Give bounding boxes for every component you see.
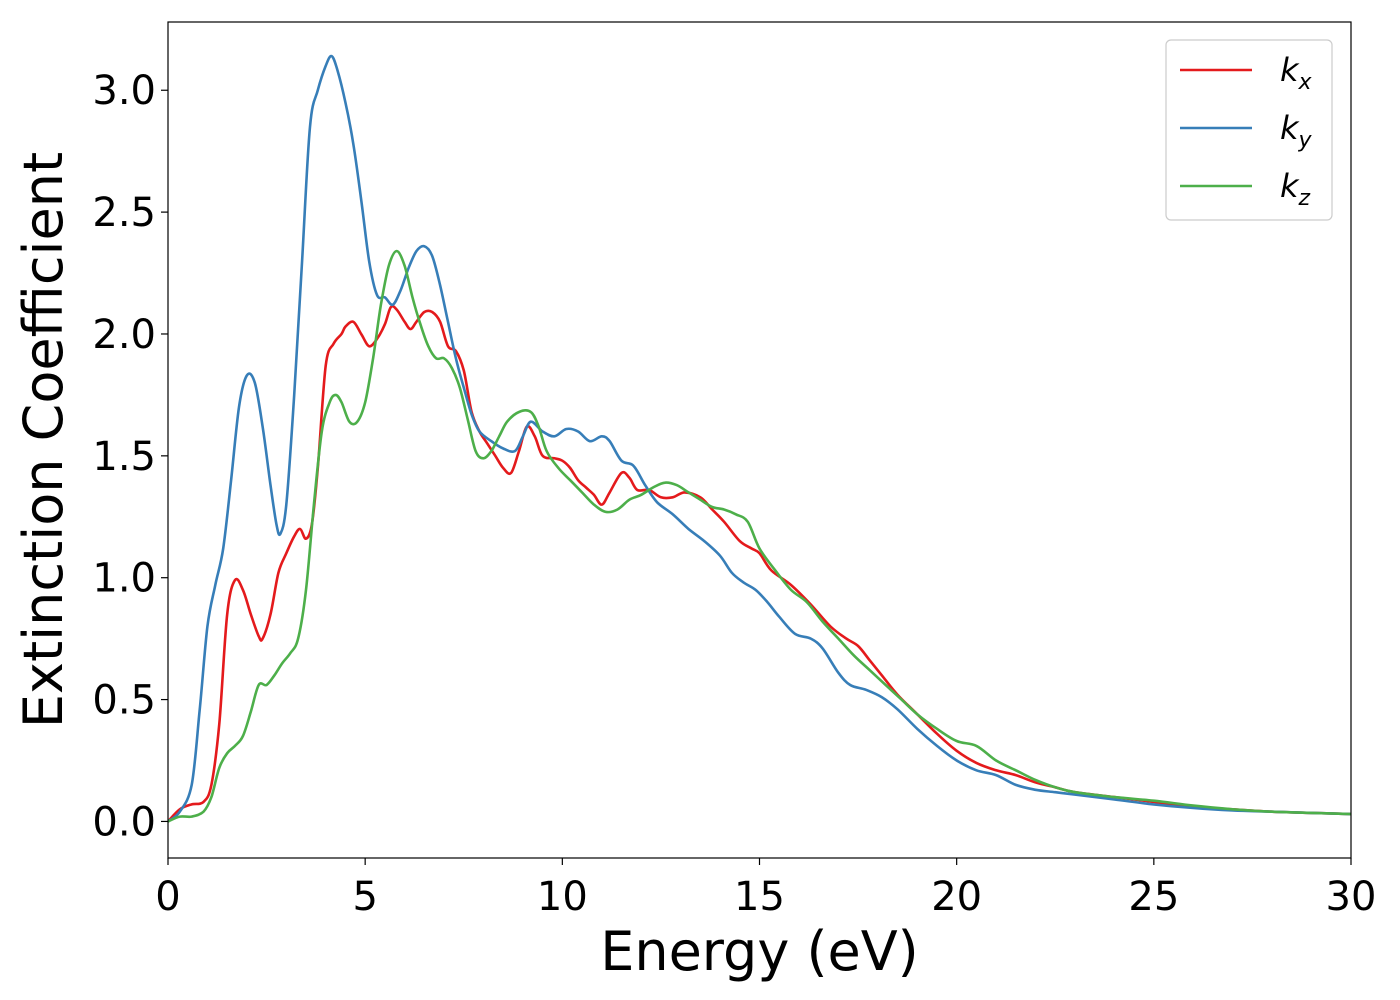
y-tick-label: 1.0 (92, 556, 156, 602)
x-tick-label: 20 (931, 874, 982, 920)
legend-box (1165, 39, 1333, 221)
y-tick-label: 2.0 (92, 312, 156, 358)
y-tick-label: 2.5 (92, 190, 156, 236)
legend-label-y: ky (1280, 109, 1313, 153)
x-tick-label: 25 (1128, 874, 1179, 920)
y-axis-label: Extinction Coefficient (12, 152, 75, 728)
x-tick-label: 15 (734, 874, 785, 920)
plot-area (168, 54, 1351, 823)
y-tick-label: 3.0 (92, 68, 156, 114)
y-tick-label: 1.5 (92, 434, 156, 480)
legend-label-x: kx (1280, 51, 1313, 95)
series-line-y (168, 54, 1351, 823)
legend-label-z: kz (1280, 167, 1311, 211)
x-tick-label: 0 (155, 874, 180, 920)
x-tick-label: 30 (1326, 874, 1377, 920)
y-tick-label: 0.5 (92, 678, 156, 724)
legend: kx ky kz (1165, 39, 1333, 221)
x-tick-label: 5 (352, 874, 377, 920)
y-tick-label: 0.0 (92, 799, 156, 845)
x-axis: 0 5 10 15 20 25 30 (155, 858, 1376, 920)
x-axis-label: Energy (eV) (600, 920, 919, 983)
y-axis: 0.0 0.5 1.0 1.5 2.0 2.5 3.0 (92, 68, 168, 845)
series-line-z (168, 249, 1351, 823)
x-tick-label: 10 (537, 874, 588, 920)
